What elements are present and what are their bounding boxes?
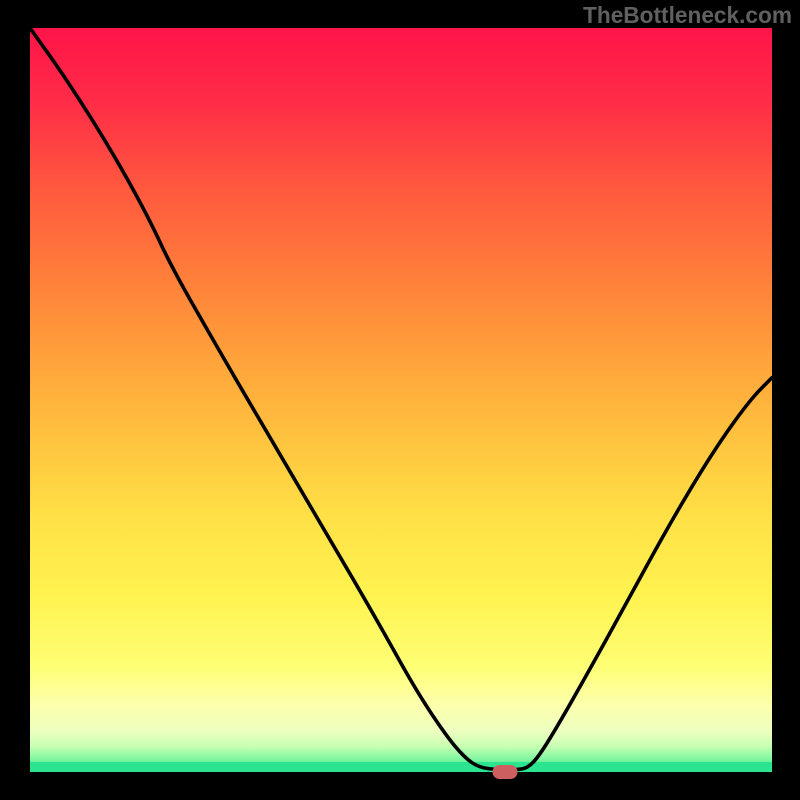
plot-area <box>30 28 772 772</box>
chart-container: TheBottleneck.com <box>0 0 800 800</box>
curve-layer <box>30 28 772 772</box>
optimum-marker <box>492 765 517 779</box>
watermark-text: TheBottleneck.com <box>583 2 792 29</box>
